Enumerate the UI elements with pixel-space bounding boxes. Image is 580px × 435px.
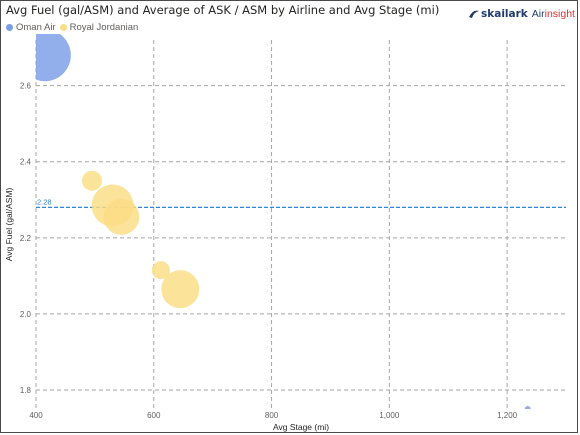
logo-air-text: Air [531,8,545,20]
x-tick-label-1: 600 [147,411,161,420]
legend-label-royal-jordanian: Royal Jordanian [69,21,139,33]
logo-brand-text: skailark [481,8,528,20]
bubble-royal-jordanian-3 [151,261,170,280]
bubble-oman-air-0 [36,34,71,82]
y-tick-label-3: 2.4 [20,158,32,167]
x-axis-title: Avg Stage (mi) [273,422,329,432]
x-tick-label-4: 1,200 [497,411,518,420]
logo-insight-text: insight [544,8,575,20]
y-tick-label-0: 1.8 [20,386,32,395]
legend-label-oman-air: Oman Air [16,21,56,33]
bubbles [36,34,531,409]
y-axis-title: Avg Fuel (gal/ASM) [4,188,14,262]
brand-logo: skailark Air insight [468,6,575,22]
bubble-royal-jordanian-4 [161,270,200,309]
y-tick-label-2: 2.2 [20,234,32,243]
legend-item-oman-air[interactable]: Oman Air [6,22,56,33]
chart-legend: Oman Air Royal Jordanian [6,20,138,34]
reference-line-label: 2.28 [37,197,52,206]
grid-lines [35,40,566,409]
x-tick-label-2: 800 [265,411,279,420]
chart-title: Avg Fuel (gal/ASM) and Average of ASK / … [6,3,440,17]
bubble-oman-air-1 [524,406,531,409]
legend-marker-oman-air [6,23,13,31]
bubble-royal-jordanian-2 [103,198,140,235]
y-tick-label-1: 2.0 [20,310,32,319]
axis-ticks: 400 600 800 1,000 1,200 1.8 2.0 2.2 2.4 2.6 [20,82,518,420]
bubble-royal-jordanian-0 [81,170,102,191]
logo-swoosh-icon [469,10,479,18]
x-tick-label-0: 400 [29,411,43,420]
reference-line-group: 2.28 [36,197,566,208]
y-tick-label-4: 2.6 [20,82,32,91]
legend-marker-royal-jordanian [59,23,67,31]
x-tick-label-3: 1,000 [379,411,400,420]
legend-item-royal-jordanian[interactable]: Royal Jordanian [59,21,139,33]
